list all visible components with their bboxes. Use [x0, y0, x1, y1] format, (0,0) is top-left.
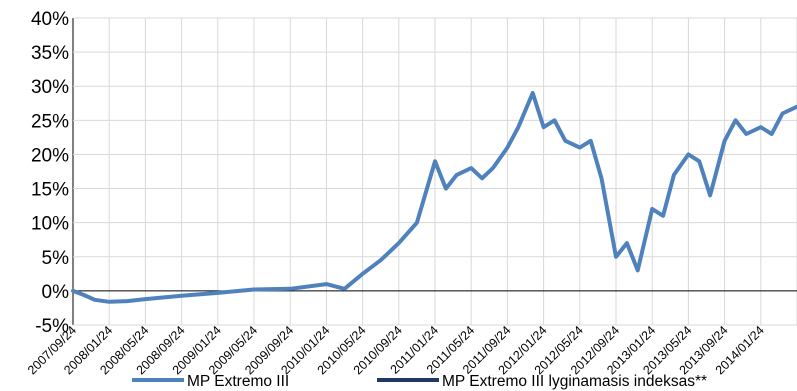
legend: MP Extremo III MP Extremo III lyginamasis…: [132, 373, 707, 390]
y-tick-label: 10%: [31, 214, 69, 235]
legend-label: MP Extremo III lyginamasis indeksas**: [442, 373, 707, 390]
series-line: [71, 91, 797, 304]
y-tick-label: 5%: [42, 248, 70, 269]
y-tick-label: 0%: [42, 282, 70, 303]
legend-label: MP Extremo III: [187, 373, 289, 390]
y-tick-label: 40%: [31, 9, 69, 30]
y-tick-label: 30%: [31, 77, 69, 98]
x-tick-labels: 2007/09/242008/01/242008/05/242008/09/24…: [25, 323, 767, 377]
y-tick-label: -5%: [35, 316, 69, 337]
series-lines: [71, 91, 797, 304]
grid-lines: [72, 17, 797, 326]
y-tick-label: 20%: [31, 145, 69, 166]
y-tick-label: 15%: [31, 180, 69, 201]
y-tick-label: 35%: [31, 43, 69, 64]
y-tick-label: 25%: [31, 111, 69, 132]
y-tick-labels: -5% 0% 5% 10% 15% 20% 25% 30% 35% 40%: [31, 9, 69, 337]
